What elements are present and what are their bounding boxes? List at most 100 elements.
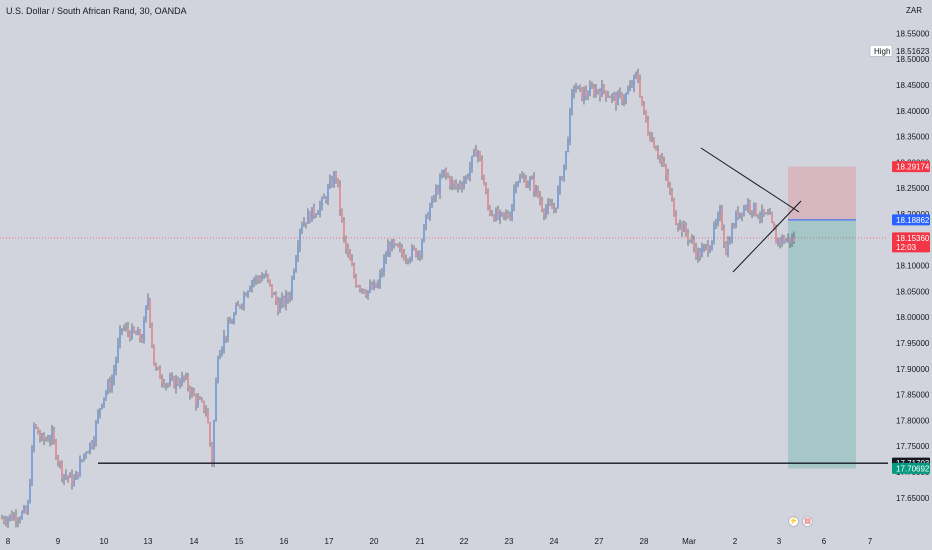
candle-body [793,237,795,242]
candle-body [65,474,67,477]
candle-body [731,226,733,243]
candle-body [759,217,761,219]
candle-body [435,189,437,198]
candle-body [213,421,215,464]
x-tick-label: 10 [100,537,109,546]
candle-body [127,327,129,333]
candle-body [221,348,223,354]
candle-body [321,198,323,206]
long-position-tool[interactable] [788,166,856,469]
y-tick-label: 17.95000 [896,339,930,348]
time-axis[interactable]: 8 9 10 13 14 15 16 17 20 21 22 23 24 27 28 Mar 2 3 6 7 [6,537,873,546]
candle-body [765,213,767,214]
candle-body [457,184,459,188]
candle-body [489,206,491,214]
candle-body [275,293,277,302]
candle-body [295,258,297,272]
candle-body [119,329,121,344]
candle-body [347,248,349,253]
candle-body [447,174,449,178]
candle-body [399,246,401,248]
candle-body [561,177,563,180]
candle-body [575,88,577,90]
candle-body [95,422,97,441]
candle-body [507,213,509,218]
candle-body [539,196,541,202]
candle-body [761,209,763,218]
high-pill-bg [869,45,893,57]
candle-body [105,392,107,398]
candle-body [199,398,201,400]
candle-body [633,75,635,87]
candle-body [741,212,743,216]
candle-body [361,289,363,290]
candle-body [425,214,427,226]
triangle-lower-trendline[interactable] [732,200,802,273]
candle-body [743,207,745,216]
candle-body [145,306,147,321]
candle-body [133,327,135,333]
us-flag-icon[interactable]: ▤ [802,516,813,527]
candle-body [503,212,505,215]
candle-body [139,330,141,339]
price-axis[interactable]: 18.55000 18.50000 18.45000 18.40000 18.35000… [896,29,930,502]
candle-body [763,209,765,214]
candle-body [777,238,779,244]
candle-body [219,353,221,359]
candle-body [327,187,329,201]
candle-body [169,378,171,385]
y-tick-label: 18.45000 [896,81,930,90]
candle-body [357,285,359,287]
candle-body [89,442,91,452]
candle-body [569,110,571,141]
candle-body [193,390,195,396]
candle-body [283,297,285,306]
candle-body [99,408,101,414]
candle-body [785,239,787,243]
candle-body [207,411,209,424]
candle-body [775,230,777,244]
candle-body [59,462,61,464]
triangle-upper-trendline[interactable] [700,147,800,213]
candle-body [477,151,479,157]
candle-body [371,285,373,289]
candle-body [501,212,503,214]
candle-body [411,247,413,259]
take-profit-zone[interactable] [788,219,856,469]
flash-icon[interactable]: ⚡ [788,516,799,527]
candle-body [581,87,583,101]
candle-body [53,430,55,441]
candle-body [115,359,117,371]
candle-body [779,238,781,243]
candle-body [597,89,599,92]
candle-body [737,211,739,218]
candle-body [407,259,409,261]
candle-body [373,282,375,289]
candle-body [131,327,133,339]
candle-body [635,73,637,76]
candle-body [727,241,729,255]
candle-body [293,271,295,278]
candle-body [781,237,783,243]
chart-title: U.S. Dollar / South African Rand, 30, OA… [6,6,187,16]
candle-body [291,277,293,297]
candle-body [159,367,161,379]
candle-body [247,291,249,297]
candle-body [17,520,19,522]
candle-body [403,253,405,260]
candle-body [339,185,341,210]
candle-body [21,512,23,519]
candle-body [699,250,701,257]
candle-body [725,242,727,255]
drawn-trendlines[interactable] [98,147,888,464]
candle-body [185,376,187,379]
candle-body [249,287,251,292]
candle-body [675,215,677,225]
candle-body [491,213,493,216]
candle-body [599,91,601,97]
candle-body [409,258,411,261]
stop-loss-zone[interactable] [788,166,856,220]
candle-body [673,198,675,216]
candle-body [301,226,303,231]
